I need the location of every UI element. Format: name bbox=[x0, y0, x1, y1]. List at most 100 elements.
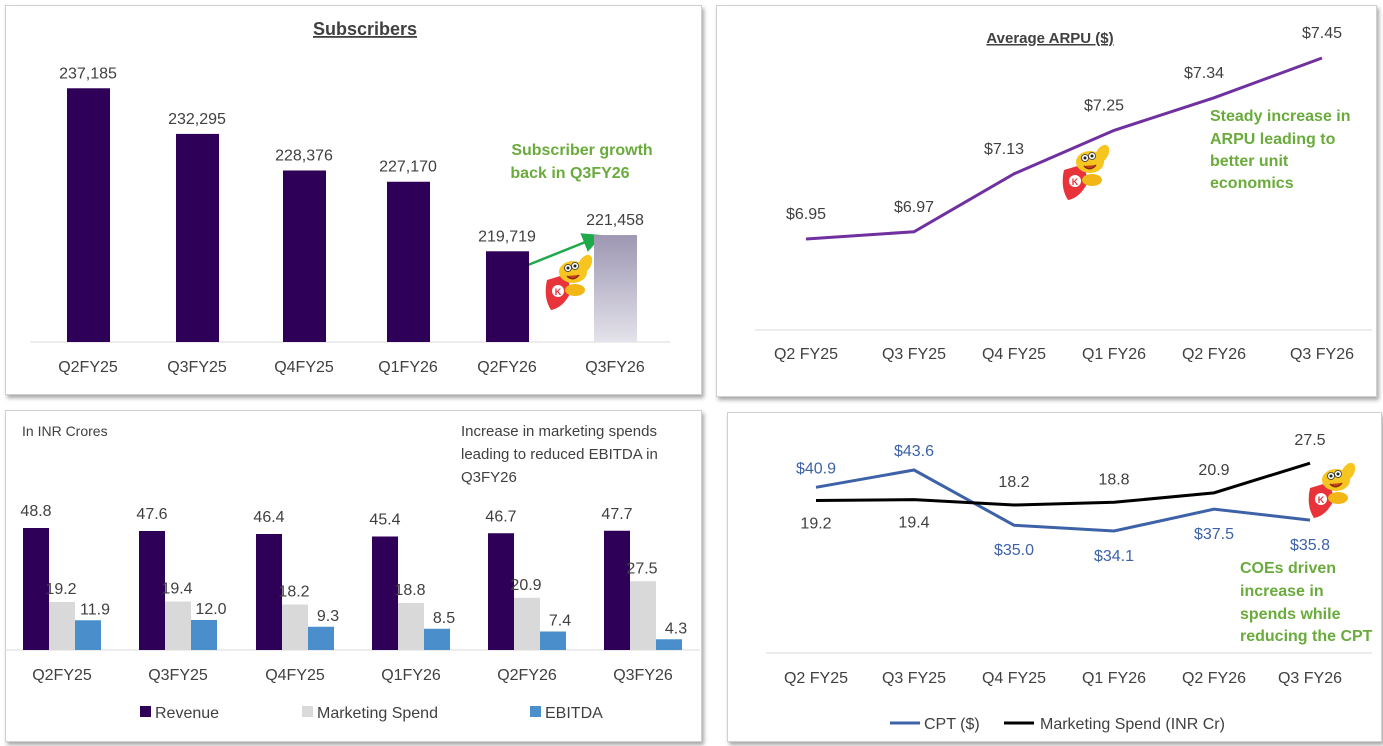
cpt-value-label: $35.0 bbox=[994, 542, 1034, 559]
subscriber-value-label: 237,185 bbox=[59, 65, 117, 82]
marketing-spend-bar bbox=[398, 603, 424, 650]
cpt-category-label: Q1 FY26 bbox=[1082, 670, 1146, 687]
arpu-annotation-4: economics bbox=[1210, 175, 1294, 192]
revenue-bar bbox=[488, 533, 514, 650]
revenue-bar bbox=[372, 536, 398, 650]
arpu-category-label: Q2 FY25 bbox=[774, 346, 838, 363]
financials-category-label: Q3FY26 bbox=[613, 667, 673, 684]
subscriber-category-label: Q2FY25 bbox=[58, 359, 118, 376]
arpu-panel bbox=[716, 5, 1377, 397]
marketing-spend-value-label: 20.9 bbox=[510, 577, 541, 594]
arpu-title: Average ARPU ($) bbox=[986, 30, 1113, 47]
arpu-annotation-3: better unit bbox=[1210, 153, 1289, 170]
financials-annotation-1: Increase in marketing spends bbox=[461, 423, 657, 440]
subscribers-annotation-1: Subscriber growth bbox=[511, 142, 652, 159]
marketing-spend-value-label: 18.8 bbox=[394, 582, 425, 599]
financials-category-label: Q3FY25 bbox=[148, 667, 208, 684]
ebitda-bar bbox=[656, 639, 682, 650]
subscriber-category-label: Q4FY25 bbox=[274, 359, 334, 376]
arpu-annotation-1: Steady increase in bbox=[1210, 108, 1351, 125]
marketing-spend-value-label: 18.2 bbox=[998, 474, 1029, 491]
revenue-value-label: 45.4 bbox=[369, 512, 400, 529]
ebitda-value-label: 4.3 bbox=[665, 620, 687, 637]
subscriber-value-label: 227,170 bbox=[379, 159, 437, 176]
cpt-value-label: $37.5 bbox=[1194, 526, 1234, 543]
cpt-value-label: $35.8 bbox=[1290, 537, 1330, 554]
subscriber-value-label: 221,458 bbox=[586, 212, 644, 229]
legend-label: Marketing Spend (INR Cr) bbox=[1040, 716, 1225, 733]
marketing-spend-value-label: 27.5 bbox=[1294, 432, 1325, 449]
financials-annotation-3: Q3FY26 bbox=[461, 469, 517, 486]
legend-label: CPT ($) bbox=[924, 716, 980, 733]
ebitda-bar bbox=[75, 620, 101, 650]
legend-label: Revenue bbox=[155, 705, 219, 722]
cpt-category-label: Q3 FY26 bbox=[1278, 670, 1342, 687]
financials-category-label: Q2FY25 bbox=[32, 667, 92, 684]
marketing-spend-bar bbox=[630, 581, 656, 650]
revenue-value-label: 47.7 bbox=[601, 506, 632, 523]
cpt-value-label: $34.1 bbox=[1094, 548, 1134, 565]
growth-arrow bbox=[527, 233, 603, 267]
subscriber-category-label: Q1FY26 bbox=[378, 359, 438, 376]
cpt-panel bbox=[727, 412, 1382, 742]
cpt-annotation-2: increase in bbox=[1240, 583, 1324, 600]
ebitda-bar bbox=[308, 626, 334, 650]
revenue-value-label: 47.6 bbox=[136, 506, 167, 523]
ebitda-value-label: 7.4 bbox=[549, 613, 571, 630]
cpt-category-label: Q2 FY25 bbox=[784, 670, 848, 687]
arpu-category-label: Q1 FY26 bbox=[1082, 346, 1146, 363]
legend-label: EBITDA bbox=[545, 705, 603, 722]
ebitda-bar bbox=[540, 631, 566, 650]
marketing-spend-bar bbox=[514, 597, 540, 650]
cpt-line bbox=[815, 468, 1311, 533]
arpu-value-label: $6.97 bbox=[894, 199, 934, 216]
ebitda-value-label: 8.5 bbox=[433, 610, 455, 627]
subscriber-value-label: 232,295 bbox=[168, 111, 226, 128]
arpu-value-label: $7.13 bbox=[984, 141, 1024, 158]
ebitda-legend-swatch bbox=[530, 706, 541, 717]
revenue-bar bbox=[604, 530, 630, 650]
arpu-annotation-2: ARPU leading to bbox=[1210, 131, 1336, 148]
subscriber-value-label: 219,719 bbox=[478, 228, 536, 245]
subscriber-category-label: Q3FY25 bbox=[167, 359, 227, 376]
legend-label: Marketing Spend bbox=[317, 705, 438, 722]
revenue-value-label: 46.7 bbox=[485, 508, 516, 525]
arpu-category-label: Q3 FY25 bbox=[882, 346, 946, 363]
marketing-spend-value-label: 20.9 bbox=[1198, 462, 1229, 479]
ebitda-value-label: 9.3 bbox=[317, 608, 339, 625]
revenue-legend-swatch bbox=[140, 706, 151, 717]
subscribers-title: Subscribers bbox=[313, 19, 417, 39]
subscriber-bar bbox=[67, 88, 110, 342]
subscriber-category-label: Q2FY26 bbox=[477, 359, 537, 376]
cpt-annotation-4: reducing the CPT bbox=[1240, 628, 1373, 645]
revenue-bar bbox=[256, 534, 282, 650]
financials-annotation-2: leading to reduced EBITDA in bbox=[461, 446, 658, 463]
subscribers-annotation-2: back in Q3FY26 bbox=[510, 165, 629, 182]
subscriber-value-label: 228,376 bbox=[275, 147, 333, 164]
marketing-spend-value-label: 27.5 bbox=[626, 560, 657, 577]
cpt-value-label: $43.6 bbox=[894, 443, 934, 460]
mascot-icon bbox=[1307, 459, 1359, 519]
marketing-spend-line bbox=[815, 461, 1311, 507]
marketing-spend-value-label: 18.8 bbox=[1098, 471, 1129, 488]
subscriber-bar bbox=[486, 251, 529, 342]
ebitda-value-label: 12.0 bbox=[195, 601, 226, 618]
mascot-icon bbox=[544, 251, 596, 311]
financials-panel bbox=[5, 410, 702, 742]
marketing-spend-value-label: 19.2 bbox=[800, 516, 831, 533]
marketing-spend-value-label: 19.2 bbox=[45, 581, 76, 598]
marketing-spend-value-label: 18.2 bbox=[278, 584, 309, 601]
cpt-category-label: Q4 FY25 bbox=[982, 670, 1046, 687]
cpt-annotation-3: spends while bbox=[1240, 606, 1341, 623]
arpu-value-label: $7.45 bbox=[1302, 25, 1342, 42]
financials-category-label: Q1FY26 bbox=[381, 667, 441, 684]
financials-subtitle: In INR Crores bbox=[22, 423, 108, 439]
ebitda-value-label: 11.9 bbox=[80, 601, 110, 618]
arpu-value-label: $7.34 bbox=[1184, 65, 1224, 82]
cpt-category-label: Q3 FY25 bbox=[882, 670, 946, 687]
marketing-spend-legend-swatch bbox=[302, 706, 313, 717]
arpu-category-label: Q3 FY26 bbox=[1290, 346, 1354, 363]
revenue-bar bbox=[23, 528, 49, 650]
marketing-spend-bar bbox=[282, 604, 308, 650]
financials-category-label: Q4FY25 bbox=[265, 667, 325, 684]
